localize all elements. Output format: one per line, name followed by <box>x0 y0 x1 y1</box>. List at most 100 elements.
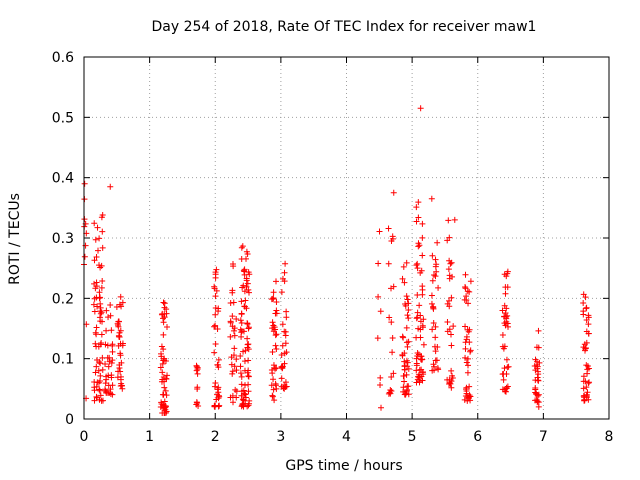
data-point <box>211 403 218 410</box>
data-point <box>531 363 538 370</box>
data-point <box>279 342 286 349</box>
data-point <box>239 284 246 291</box>
data-point <box>81 180 88 187</box>
data-point <box>118 359 125 366</box>
data-point <box>230 399 237 406</box>
data-point <box>283 383 290 390</box>
data-point <box>432 273 439 280</box>
data-point <box>399 352 406 359</box>
data-point <box>240 387 247 394</box>
x-axis-ticks: 0 1 2 3 4 5 6 7 8 <box>80 57 614 445</box>
data-point <box>580 291 587 298</box>
data-point <box>159 369 166 376</box>
data-point <box>104 354 111 361</box>
data-point <box>109 357 116 364</box>
data-point <box>81 253 88 260</box>
data-point <box>94 303 101 310</box>
data-point <box>403 357 410 364</box>
data-point <box>212 402 219 409</box>
data-point <box>272 342 279 349</box>
data-point <box>212 322 219 329</box>
data-point <box>98 284 105 291</box>
x-tick-label: 8 <box>605 429 614 445</box>
y-axis-label: ROTI / TECUs <box>7 193 23 285</box>
data-point <box>451 216 458 223</box>
data-point <box>532 356 539 363</box>
data-point <box>389 335 396 342</box>
data-point <box>465 300 472 307</box>
data-point <box>240 328 247 335</box>
data-point <box>448 367 455 374</box>
data-point <box>278 352 285 359</box>
data-point <box>463 333 470 340</box>
data-point <box>97 378 104 385</box>
data-point <box>464 288 471 295</box>
data-point <box>445 266 452 273</box>
y-tick-label: 0.5 <box>52 110 74 126</box>
data-point <box>273 299 280 306</box>
data-point <box>91 308 98 315</box>
data-point <box>465 328 472 335</box>
data-point <box>243 277 250 284</box>
data-point <box>96 387 103 394</box>
data-point <box>389 349 396 356</box>
data-point <box>159 391 166 398</box>
data-point <box>108 374 115 381</box>
data-point <box>271 397 278 404</box>
data-point <box>160 405 167 412</box>
data-point <box>157 364 164 371</box>
data-point <box>270 289 277 296</box>
data-point <box>194 384 201 391</box>
x-tick-label: 7 <box>539 429 548 445</box>
data-point <box>282 260 289 267</box>
data-point <box>419 369 426 376</box>
data-point <box>405 306 412 313</box>
data-point <box>96 235 103 242</box>
data-point <box>211 349 218 356</box>
data-point <box>432 323 439 330</box>
data-point <box>400 334 407 341</box>
data-point <box>109 382 116 389</box>
data-point <box>237 326 244 333</box>
data-point <box>413 204 420 211</box>
data-point <box>500 345 507 352</box>
data-point <box>462 284 469 291</box>
data-point <box>270 376 277 383</box>
data-point <box>160 331 167 338</box>
data-point <box>447 331 454 338</box>
data-point <box>229 260 236 267</box>
data-point <box>448 294 455 301</box>
data-point <box>449 372 456 379</box>
data-point <box>95 343 102 350</box>
data-point <box>103 307 110 314</box>
data-point <box>388 374 395 381</box>
data-point <box>502 284 509 291</box>
data-point <box>237 317 244 324</box>
data-point <box>532 386 539 393</box>
data-point <box>385 225 392 232</box>
data-point <box>117 293 124 300</box>
data-point <box>95 247 102 254</box>
data-point <box>430 303 437 310</box>
data-point <box>416 302 423 309</box>
data-point <box>413 367 420 374</box>
data-point <box>414 292 421 299</box>
data-point <box>417 318 424 325</box>
data-point <box>233 316 240 323</box>
data-point <box>417 334 424 341</box>
data-point <box>115 368 122 375</box>
data-point <box>278 375 285 382</box>
data-point <box>463 390 470 397</box>
data-point <box>99 366 106 373</box>
data-point <box>91 280 98 287</box>
data-point <box>96 262 103 269</box>
data-point <box>390 189 397 196</box>
data-point <box>414 260 421 267</box>
data-point <box>444 300 451 307</box>
data-point <box>400 263 407 270</box>
data-point <box>434 239 441 246</box>
data-point <box>238 311 245 318</box>
data-point <box>448 384 455 391</box>
data-point <box>93 393 100 400</box>
data-point <box>227 299 234 306</box>
